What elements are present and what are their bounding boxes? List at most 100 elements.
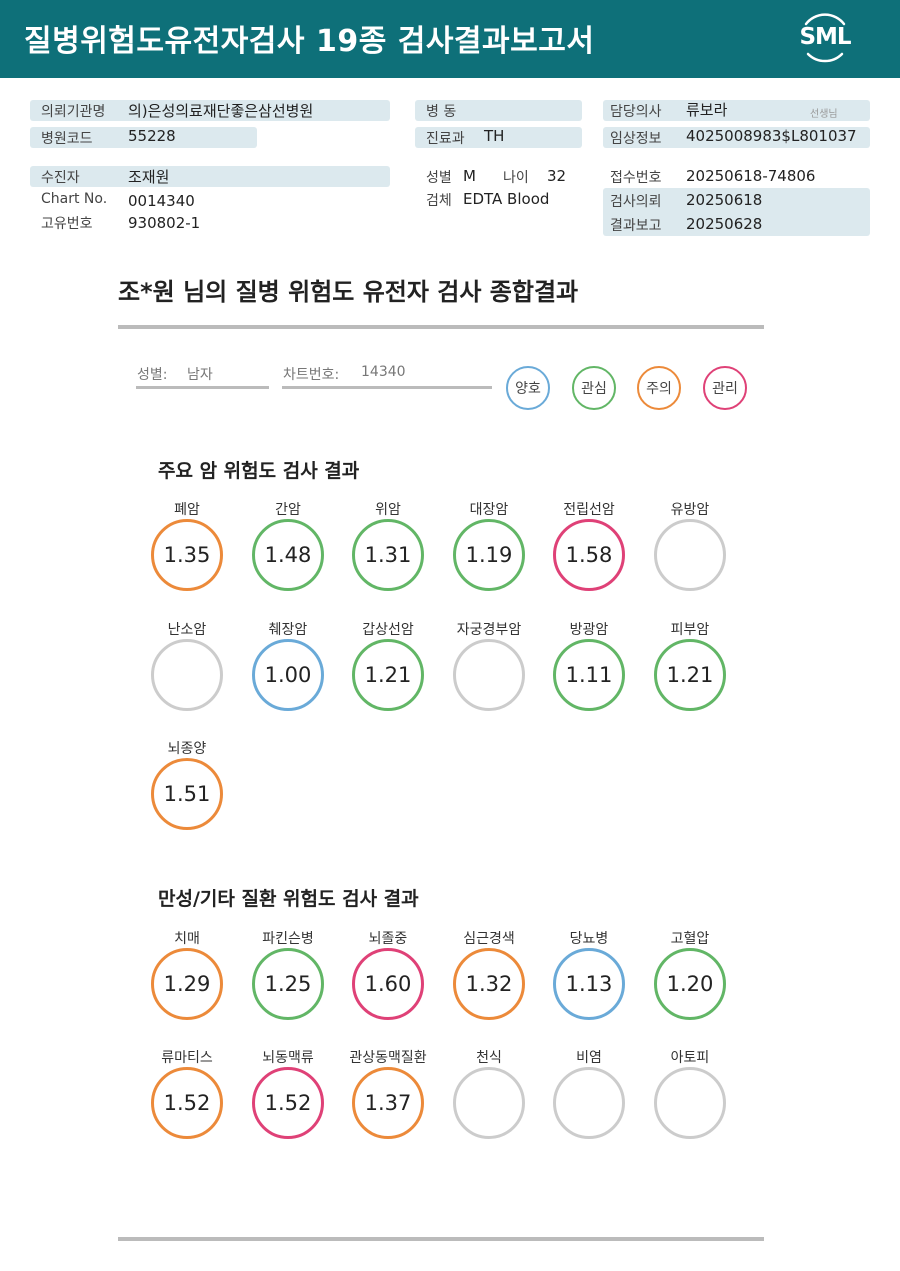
- request-date-value: 20250618: [686, 191, 763, 209]
- result-score-circle: 1.48: [252, 519, 324, 591]
- result-score-circle: [453, 1067, 525, 1139]
- result-score-circle: [453, 639, 525, 711]
- result-name: 췌장암: [268, 622, 308, 638]
- doctor-label: 담당의사: [610, 104, 662, 120]
- result-score-circle: 1.31: [352, 519, 424, 591]
- result-score-circle: 1.60: [352, 948, 424, 1020]
- result-name: 아토피: [670, 1050, 710, 1066]
- result-score-circle: 1.52: [252, 1067, 324, 1139]
- sex-label: 성별: [426, 170, 452, 186]
- receipt-no-value: 20250618-74806: [686, 167, 816, 185]
- report-date-value: 20250628: [686, 215, 763, 233]
- result-score-circle: 1.58: [553, 519, 625, 591]
- summary-sex-label: 성별:: [137, 367, 168, 383]
- doctor-value: 류보라: [686, 101, 728, 119]
- result-name: 유방암: [670, 502, 710, 518]
- summary-sex-underline: [136, 386, 269, 389]
- result-score-circle: 1.21: [352, 639, 424, 711]
- age-label: 나이: [503, 170, 529, 186]
- summary-chart-underline: [282, 386, 492, 389]
- result-name: 난소암: [167, 622, 207, 638]
- patient-label: 수진자: [41, 170, 80, 186]
- info-bar-institution: [30, 100, 390, 121]
- result-name: 관상동맥질환: [349, 1050, 427, 1066]
- legend-manage: 관리: [703, 366, 747, 410]
- result-name: 전립선암: [563, 502, 615, 518]
- result-score-circle: 1.29: [151, 948, 223, 1020]
- result-score-circle: [654, 1067, 726, 1139]
- logo-ring-icon: [804, 13, 846, 63]
- request-date-label: 검사의뢰: [610, 194, 662, 210]
- info-bar-clinical: [603, 127, 870, 148]
- department-value: TH: [484, 127, 505, 145]
- result-name: 류마티스: [161, 1050, 213, 1066]
- specimen-label: 검체: [426, 193, 452, 209]
- result-score-circle: 1.52: [151, 1067, 223, 1139]
- report-header: 질병위험도유전자검사 19종 검사결과보고서 SML: [0, 0, 900, 78]
- sml-logo: SML: [796, 11, 854, 65]
- result-name: 비염: [576, 1050, 602, 1066]
- info-bar-hospital-code: [30, 127, 257, 148]
- result-name: 치매: [174, 931, 200, 947]
- result-score-circle: [553, 1067, 625, 1139]
- result-name: 파킨슨병: [262, 931, 314, 947]
- result-score-circle: 1.11: [553, 639, 625, 711]
- result-name: 갑상선암: [362, 622, 414, 638]
- top-divider: [118, 325, 764, 329]
- unique-no-label: 고유번호: [41, 216, 93, 232]
- summary-chart-label: 차트번호:: [283, 367, 340, 383]
- ward-label: 병 동: [426, 104, 457, 120]
- specimen-value: EDTA Blood: [463, 190, 550, 208]
- clinical-info-label: 임상정보: [610, 131, 662, 147]
- hospital-code-value: 55228: [128, 127, 176, 145]
- result-name: 대장암: [469, 502, 509, 518]
- result-name: 간암: [275, 502, 301, 518]
- chart-no-label: Chart No.: [41, 191, 108, 207]
- bottom-divider: [118, 1237, 764, 1241]
- result-score-circle: 1.51: [151, 758, 223, 830]
- result-name: 천식: [476, 1050, 502, 1066]
- result-name: 뇌종양: [167, 741, 207, 757]
- result-name: 고혈압: [670, 931, 710, 947]
- result-name: 심근경색: [463, 931, 515, 947]
- unique-no-value: 930802-1: [128, 214, 201, 232]
- result-score-circle: 1.13: [553, 948, 625, 1020]
- institution-value: 의)은성의료재단좋은삼선병원: [128, 102, 314, 120]
- clinical-info-value: 4025008983$L801037: [686, 127, 857, 145]
- patient-value: 조재원: [128, 168, 170, 186]
- legend-interest: 관심: [572, 366, 616, 410]
- chronic-section-title: 만성/기타 질환 위험도 검사 결과: [158, 888, 419, 910]
- result-score-circle: 1.32: [453, 948, 525, 1020]
- legend-caution: 주의: [637, 366, 681, 410]
- summary-sex-value: 남자: [187, 367, 213, 383]
- legend-good: 양호: [506, 366, 550, 410]
- info-bar-doctor: [603, 100, 870, 121]
- info-bar-dates: [603, 188, 870, 236]
- department-label: 진료과: [426, 131, 465, 147]
- summary-title: 조*원 님의 질병 위험도 유전자 검사 종합결과: [118, 278, 579, 306]
- result-score-circle: 1.20: [654, 948, 726, 1020]
- receipt-no-label: 접수번호: [610, 170, 662, 186]
- info-bar-department: [415, 127, 582, 148]
- cancer-section-title: 주요 암 위험도 검사 결과: [158, 460, 360, 482]
- result-score-circle: 1.25: [252, 948, 324, 1020]
- sex-value: M: [463, 167, 476, 185]
- result-name: 위암: [375, 502, 401, 518]
- doctor-suffix: 선생님: [810, 109, 838, 120]
- result-name: 당뇨병: [569, 931, 609, 947]
- result-score-circle: 1.00: [252, 639, 324, 711]
- result-score-circle: 1.19: [453, 519, 525, 591]
- summary-chart-value: 14340: [361, 364, 406, 380]
- chart-no-value: 0014340: [128, 192, 195, 210]
- result-name: 뇌졸중: [368, 931, 408, 947]
- result-score-circle: 1.37: [352, 1067, 424, 1139]
- result-name: 자궁경부암: [456, 622, 522, 638]
- result-name: 뇌동맥류: [262, 1050, 314, 1066]
- result-score-circle: [654, 519, 726, 591]
- result-name: 방광암: [569, 622, 609, 638]
- result-score-circle: [151, 639, 223, 711]
- result-name: 폐암: [174, 502, 200, 518]
- logo-text: SML: [799, 24, 851, 50]
- age-value: 32: [547, 167, 567, 185]
- result-score-circle: 1.21: [654, 639, 726, 711]
